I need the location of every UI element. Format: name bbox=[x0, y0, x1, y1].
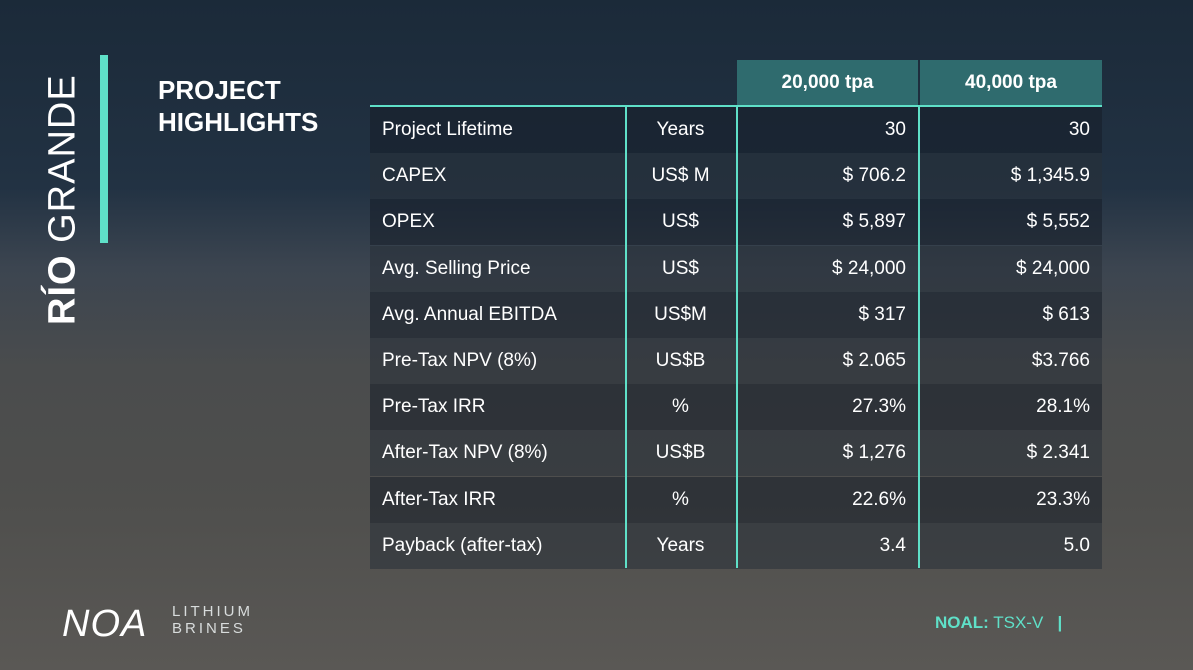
column-header: 40,000 tpa bbox=[920, 60, 1102, 105]
title-bold: RÍO bbox=[41, 254, 84, 325]
cell: $ 2.341 bbox=[1026, 442, 1090, 464]
accent-bar bbox=[100, 55, 108, 243]
cell: US$B bbox=[655, 350, 706, 371]
cell: 3.4 bbox=[879, 534, 906, 556]
column-divider bbox=[736, 106, 738, 568]
cell: Pre-Tax NPV (8%) bbox=[382, 350, 538, 371]
cell: Pre-Tax IRR bbox=[382, 396, 486, 418]
logo-line: BRINES bbox=[172, 620, 246, 637]
ticker: NOAL: TSX-V | bbox=[935, 613, 1062, 633]
cell: $3.766 bbox=[1031, 350, 1090, 371]
cell: $ 1,276 bbox=[842, 442, 906, 464]
cell: % bbox=[672, 396, 689, 418]
cell: $ 2.065 bbox=[842, 350, 906, 371]
cell: US$ bbox=[662, 257, 699, 279]
title-light: GRANDE bbox=[41, 74, 84, 243]
cell: $ 24,000 bbox=[1016, 257, 1090, 279]
cell: 28.1% bbox=[1036, 396, 1090, 418]
cell: Project Lifetime bbox=[382, 119, 513, 140]
ticker-symbol: NOAL: bbox=[935, 613, 989, 632]
cell: 22.6% bbox=[852, 488, 906, 510]
cell: Years bbox=[656, 119, 705, 140]
cell: Years bbox=[656, 534, 705, 556]
cell: $ 24,000 bbox=[832, 257, 906, 279]
section-title-line: HIGHLIGHTS bbox=[158, 107, 319, 137]
cell: $ 5,552 bbox=[1026, 211, 1090, 233]
cell: 23.3% bbox=[1036, 488, 1090, 510]
cell: US$M bbox=[654, 303, 707, 325]
cell: US$ M bbox=[651, 165, 710, 187]
cell: 30 bbox=[884, 119, 906, 140]
ticker-exchange: TSX-V bbox=[993, 613, 1044, 632]
cell: US$B bbox=[655, 442, 706, 464]
cell: % bbox=[672, 488, 689, 510]
cell: US$ bbox=[662, 211, 699, 233]
cell: OPEX bbox=[382, 211, 435, 233]
cell: Payback (after-tax) bbox=[382, 534, 543, 556]
cell: $ 317 bbox=[858, 303, 906, 325]
cell: $ 613 bbox=[1042, 303, 1090, 325]
column-divider bbox=[625, 106, 627, 568]
cell: Avg. Selling Price bbox=[382, 257, 531, 279]
cell: $ 706.2 bbox=[842, 165, 906, 187]
cell: CAPEX bbox=[382, 165, 447, 187]
section-title-line: PROJECT bbox=[158, 75, 281, 105]
logo-mark: NOA bbox=[62, 603, 148, 645]
cell: After-Tax NPV (8%) bbox=[382, 442, 548, 464]
logo-text: LITHIUM BRINES bbox=[172, 603, 253, 637]
column-header: 20,000 tpa bbox=[737, 60, 918, 105]
ticker-separator: | bbox=[1057, 613, 1063, 632]
cell: 30 bbox=[1068, 119, 1090, 140]
section-title: PROJECT HIGHLIGHTS bbox=[158, 74, 318, 138]
cell: After-Tax IRR bbox=[382, 488, 497, 510]
cell: $ 5,897 bbox=[842, 211, 906, 233]
cell: 5.0 bbox=[1063, 534, 1090, 556]
cell: Avg. Annual EBITDA bbox=[382, 303, 557, 325]
vertical-title: RÍO GRANDE bbox=[42, 74, 85, 325]
logo-line: LITHIUM bbox=[172, 603, 253, 620]
logo: NOA LITHIUM BRINES bbox=[62, 603, 250, 646]
column-divider bbox=[918, 106, 920, 568]
cell: $ 1,345.9 bbox=[1010, 165, 1090, 187]
cell: 27.3% bbox=[852, 396, 906, 418]
